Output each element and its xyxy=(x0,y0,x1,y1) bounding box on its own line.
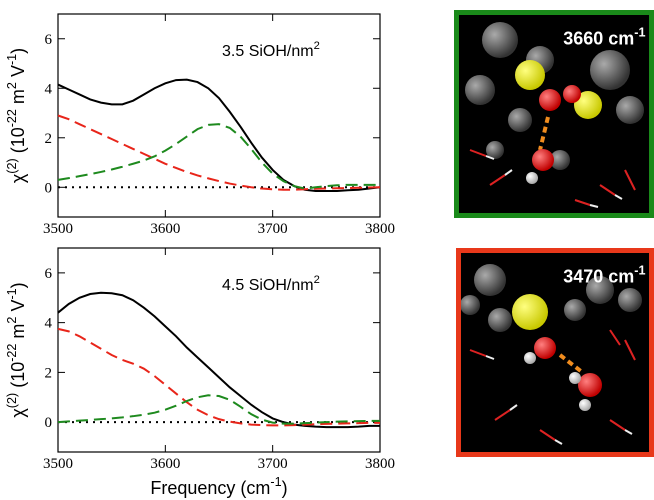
y-tick-label: 6 xyxy=(45,32,53,48)
superscript: -1 xyxy=(634,263,645,277)
text-part: m xyxy=(8,324,28,344)
text-part: Frequency (cm xyxy=(150,478,270,498)
series-line xyxy=(57,291,380,429)
plot-frame xyxy=(57,247,381,453)
y-tick-label: 2 xyxy=(45,131,53,147)
superscript: 2 xyxy=(5,82,19,89)
superscript: -22 xyxy=(5,344,19,362)
text-part: (10 xyxy=(8,127,28,158)
text-part: 4.5 SiOH/nm xyxy=(222,277,314,294)
x-axis-label: Frequency (cm-1) xyxy=(150,475,287,498)
x-tick-label: 3500 xyxy=(43,221,73,237)
x-tick-label: 3500 xyxy=(43,456,73,472)
molecule-image-2 xyxy=(460,253,649,452)
y-axis-label: χ(2) (10-22 m2 V-1) xyxy=(5,48,28,183)
y-tick-label: 4 xyxy=(45,81,53,97)
series-line xyxy=(57,114,381,191)
superscript: 2 xyxy=(314,274,320,286)
superscript: -1 xyxy=(5,288,19,299)
x-tick-label: 3800 xyxy=(365,456,395,472)
superscript: -22 xyxy=(5,109,19,127)
text-part: ) xyxy=(282,478,288,498)
text-part: (10 xyxy=(8,362,28,393)
superscript: (2) xyxy=(5,158,19,173)
y-tick-label: 4 xyxy=(45,316,53,332)
annotation: 3.5 SiOH/nm2 xyxy=(222,40,320,60)
text-part: 3660 cm xyxy=(563,29,634,49)
superscript: -1 xyxy=(5,54,19,65)
y-tick-label: 6 xyxy=(45,266,53,282)
text-part: V xyxy=(8,65,28,82)
series-line xyxy=(57,78,381,193)
x-tick-label: 3800 xyxy=(365,221,395,237)
text-part: χ xyxy=(8,173,28,183)
image-label: 3660 cm-1 xyxy=(563,25,645,48)
y-tick-label: 0 xyxy=(45,415,53,431)
text-part: V xyxy=(8,300,28,317)
text-part: 3.5 SiOH/nm xyxy=(222,43,314,60)
text-part: χ xyxy=(8,408,28,418)
text-part: m xyxy=(8,89,28,109)
series-line xyxy=(57,327,380,427)
image-border xyxy=(456,248,654,457)
superscript: (2) xyxy=(5,393,19,408)
text-part: 3470 cm xyxy=(563,267,634,287)
superscript: 2 xyxy=(314,40,320,52)
y-tick-label: 0 xyxy=(45,180,53,196)
text-part: ) xyxy=(8,48,28,54)
superscript: 2 xyxy=(5,317,19,324)
x-tick-label: 3700 xyxy=(258,456,288,472)
image-border xyxy=(454,10,654,218)
superscript: -1 xyxy=(270,475,281,489)
y-tick-label: 2 xyxy=(45,365,53,381)
series-line xyxy=(57,394,380,425)
x-tick-label: 3700 xyxy=(258,221,288,237)
superscript: -1 xyxy=(634,25,645,39)
molecule-image-1 xyxy=(459,15,649,213)
annotation: 4.5 SiOH/nm2 xyxy=(222,274,320,294)
text-part: ) xyxy=(8,282,28,288)
x-tick-label: 3600 xyxy=(150,221,180,237)
image-label: 3470 cm-1 xyxy=(563,263,645,286)
x-tick-label: 3600 xyxy=(150,456,180,472)
y-axis-label: χ(2) (10-22 m2 V-1) xyxy=(5,282,28,417)
series-line xyxy=(57,123,380,190)
